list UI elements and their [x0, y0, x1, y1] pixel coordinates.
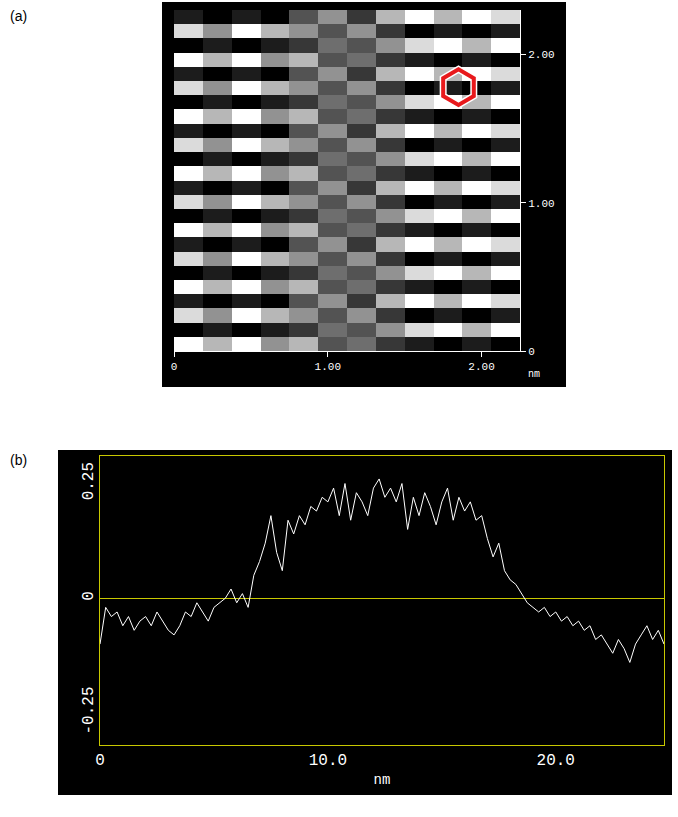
svg-text:2.00: 2.00 — [528, 49, 554, 61]
svg-text:0: 0 — [171, 361, 178, 373]
svg-text:0.25: 0.25 — [80, 462, 98, 500]
svg-text:0: 0 — [95, 752, 105, 770]
svg-text:1.00: 1.00 — [528, 198, 554, 210]
svg-text:0: 0 — [528, 346, 535, 358]
svg-text:nm: nm — [528, 369, 540, 380]
svg-text:20.0: 20.0 — [537, 752, 575, 770]
svg-text:-0.25: -0.25 — [80, 686, 98, 734]
svg-text:0: 0 — [80, 591, 98, 601]
svg-text:1.00: 1.00 — [315, 361, 341, 373]
svg-text:2.00: 2.00 — [468, 361, 494, 373]
svg-text:nm: nm — [374, 772, 391, 788]
svg-text:10.0: 10.0 — [309, 752, 347, 770]
html-text:(a): (a) — [10, 8, 28, 24]
html-text:(b): (b) — [10, 452, 28, 468]
